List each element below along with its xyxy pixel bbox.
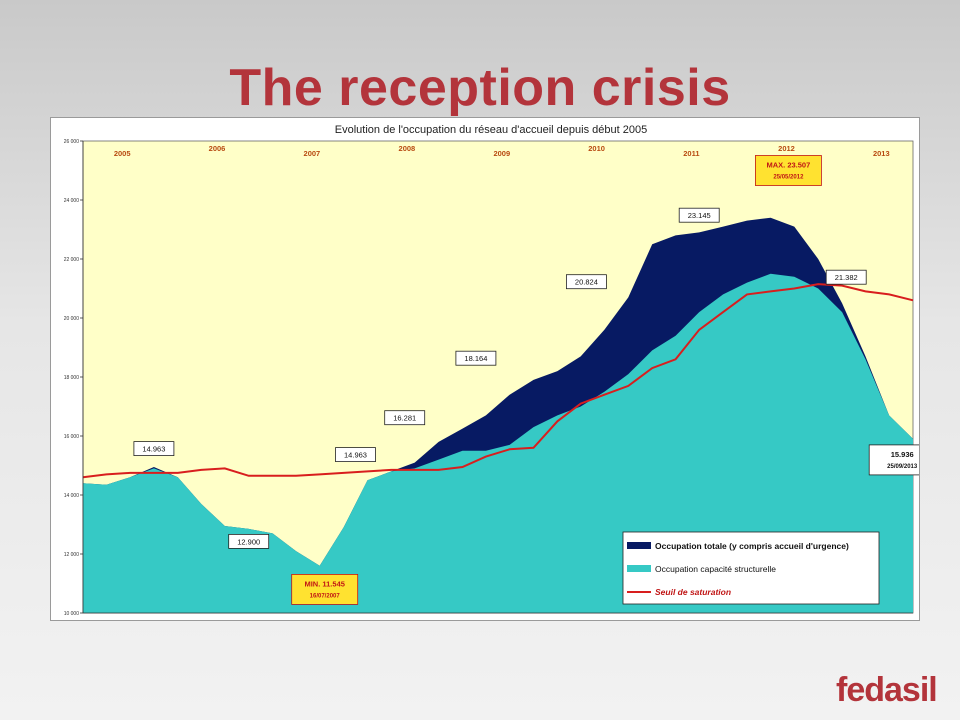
- svg-text:fedasil: fedasil: [836, 671, 937, 709]
- annotation-box: [228, 533, 270, 549]
- series-saturation-threshold: [82, 283, 914, 479]
- y-tick-label: 24 000: [64, 198, 80, 204]
- annotation-box: [133, 441, 175, 457]
- data-label-annotation: 20.824: [566, 274, 607, 290]
- annotation-box: [825, 269, 867, 285]
- legend-label: Occupation capacité structurelle: [655, 564, 776, 574]
- data-label-annotation: 12.900: [228, 533, 270, 549]
- data-label-annotation: 14.963: [133, 441, 175, 457]
- annotation-value: MIN. 11.545: [304, 579, 344, 588]
- annotation-value: 20.824: [575, 278, 598, 287]
- annotation-box: [755, 155, 822, 186]
- year-label: 2007: [304, 149, 321, 158]
- y-tick-label: 14 000: [64, 493, 80, 499]
- annotation-date: 25/09/2013: [887, 464, 918, 470]
- data-label-annotation: 21.382: [825, 269, 867, 285]
- annotation-value: 16.281: [393, 414, 416, 423]
- data-label-annotation: 14.963: [335, 447, 376, 463]
- data-label-annotation: 23.145: [678, 207, 720, 223]
- page-title: The reception crisis: [229, 59, 731, 117]
- y-tick-label: 18 000: [64, 375, 80, 381]
- annotation-value: 18.164: [464, 354, 487, 363]
- annotation-box: [455, 350, 497, 366]
- data-label-annotation: 18.164: [455, 350, 497, 366]
- data-label-annotation: MIN. 11.545 16/07/2007: [291, 573, 359, 605]
- annotation-value: 14.963: [142, 445, 165, 454]
- legend-box: [622, 531, 880, 605]
- year-label: 2008: [399, 144, 416, 153]
- annotation-box: [335, 447, 376, 463]
- y-tick-label: 10 000: [64, 611, 80, 617]
- annotation-value: 15.936: [891, 450, 914, 459]
- y-tick-label: 16 000: [64, 434, 80, 440]
- y-tick-label: 20 000: [64, 316, 80, 322]
- data-label-annotation: 15.936 25/09/2013: [868, 444, 919, 476]
- legend-label: Seuil de saturation: [655, 587, 731, 597]
- annotation-date: 16/07/2007: [310, 593, 341, 599]
- year-label: 2012: [778, 144, 795, 153]
- annotation-box: [384, 410, 426, 426]
- annotation-value: 23.145: [688, 211, 711, 220]
- data-label-annotation: 16.281: [384, 410, 426, 426]
- area-chart: Evolution de l'occupation du réseau d'ac…: [64, 124, 919, 617]
- year-label: 2011: [683, 149, 699, 158]
- year-label: 2009: [493, 149, 510, 158]
- annotation-box: [678, 207, 720, 223]
- year-label: 2010: [588, 144, 605, 153]
- fedasil-logo: fedasil: [836, 671, 938, 709]
- legend-swatch: [627, 565, 651, 572]
- annotation-value: MAX. 23.507: [767, 161, 811, 170]
- chart-title: Evolution de l'occupation du réseau d'ac…: [335, 124, 647, 136]
- annotation-box: [291, 573, 359, 605]
- legend-swatch: [627, 542, 651, 549]
- year-label: 2006: [209, 144, 226, 153]
- year-label: 2005: [114, 149, 131, 158]
- y-tick-label: 26 000: [64, 139, 80, 145]
- y-tick-label: 12 000: [64, 552, 80, 558]
- annotation-box: [566, 274, 607, 290]
- annotation-value: 14.963: [344, 451, 367, 460]
- annotation-box: [868, 444, 919, 476]
- annotation-value: 21.382: [835, 273, 858, 282]
- data-label-annotation: MAX. 23.507 25/05/2012: [755, 155, 822, 186]
- annotation-value: 12.900: [237, 537, 260, 546]
- y-tick-label: 22 000: [64, 257, 80, 263]
- chart-panel: Evolution de l'occupation du réseau d'ac…: [50, 117, 920, 621]
- year-label: 2013: [873, 149, 890, 158]
- annotation-date: 25/05/2012: [773, 175, 804, 181]
- legend-label: Occupation totale (y compris accueil d'u…: [655, 541, 849, 551]
- series-structural-capacity: [83, 273, 913, 613]
